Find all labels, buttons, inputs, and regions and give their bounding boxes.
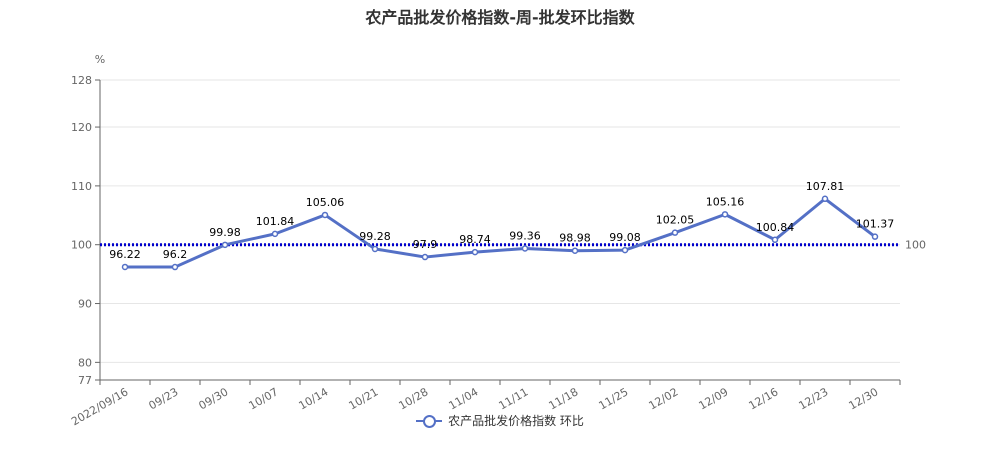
data-point [321,211,329,219]
y-tick-label: 80 [78,356,92,369]
x-tick-label: 11/04 [447,385,481,412]
data-point [671,229,679,236]
data-point [271,230,279,238]
reference-line-label: 100 [905,239,926,252]
data-label: 105.06 [306,196,345,209]
x-tick-label: 10/21 [347,385,381,412]
x-tick-label: 11/11 [497,385,531,412]
data-label: 101.37 [856,218,895,231]
x-tick-label: 11/25 [597,385,631,412]
y-tick-label: 110 [71,180,92,193]
x-tick-label: 10/07 [247,385,281,412]
x-tick-label: 11/18 [547,385,581,412]
legend-line-circle-icon [416,414,443,428]
x-tick-label: 12/02 [647,385,681,412]
data-point [221,241,229,249]
data-label: 97.9 [413,238,438,251]
chart-title: 农产品批发价格指数-周-批发环比指数 [365,8,635,27]
x-tick-label: 12/09 [697,385,731,412]
series-line [124,197,876,269]
legend[interactable]: 农产品批发价格指数 环比 [0,412,1000,429]
x-tick-label: 12/16 [747,385,781,412]
data-label: 107.81 [806,180,845,193]
data-label: 105.16 [706,195,745,208]
data-label: 99.98 [209,226,241,239]
data-point [471,248,479,256]
x-tick-label: 10/28 [397,385,431,412]
y-tick-label: 128 [71,74,92,87]
y-tick-label: 90 [78,298,92,311]
data-point [371,245,379,253]
data-point [521,245,529,252]
data-label: 96.2 [163,248,188,261]
data-label: 102.05 [656,214,695,227]
data-label: 99.28 [359,230,391,243]
data-point [721,211,729,218]
data-point [171,263,179,271]
data-point [821,195,829,203]
y-axis-unit-label: % [95,53,105,66]
data-label: 99.36 [509,229,541,242]
data-point [871,233,879,240]
x-tick-label: 12/30 [847,385,881,412]
y-tick-label: 77 [78,374,92,387]
data-label: 96.22 [109,248,141,261]
data-point [571,247,579,254]
data-point [421,253,429,261]
data-label: 100.84 [756,221,795,234]
data-label: 98.98 [559,232,591,245]
data-label: 99.08 [609,231,641,244]
x-tick-label: 09/23 [147,385,181,412]
data-label: 101.84 [256,215,295,228]
data-point [771,236,779,244]
data-point [621,246,629,254]
y-tick-label: 120 [71,121,92,134]
x-tick-label: 09/30 [197,385,231,412]
legend-label: 农产品批发价格指数 环比 [448,414,584,428]
x-tick-label: 10/14 [297,385,331,412]
data-point [121,263,129,271]
y-tick-label: 100 [71,239,92,252]
x-tick-label: 12/23 [797,385,831,412]
data-label: 98.74 [459,233,491,246]
